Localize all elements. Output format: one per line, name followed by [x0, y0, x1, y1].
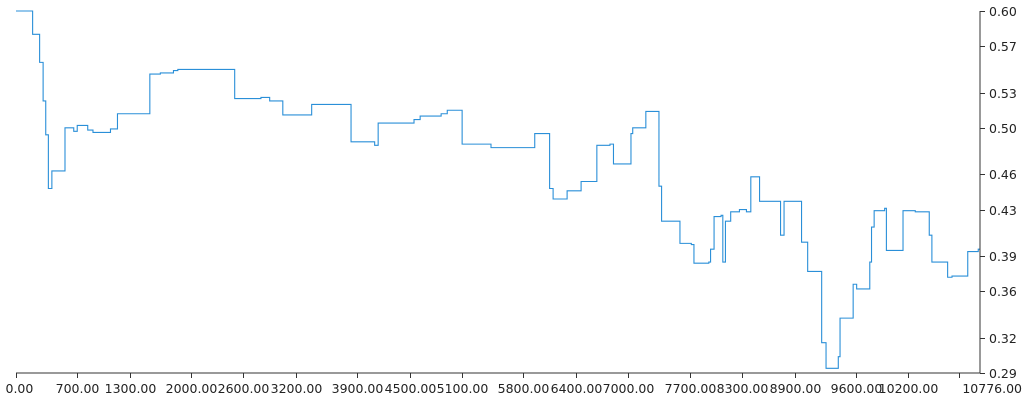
axes: [16, 11, 981, 374]
y-tick-label: 0.29: [989, 366, 1017, 381]
x-tick-label: 7000.00: [603, 381, 655, 396]
y-axis-ticks: 0.29 0.32 0.36 0.39 0.43 0.46 0.50 0.53 0.57 0.60: [980, 4, 1017, 381]
x-tick-label: 0.00: [6, 381, 34, 396]
x-tick-label: 8900.00: [770, 381, 822, 396]
plot-area: [16, 10, 980, 369]
x-tick-label: 8300.00: [717, 381, 769, 396]
y-tick-label: 0.32: [989, 331, 1017, 346]
x-tick-label: 3900.00: [332, 381, 384, 396]
y-tick-label: 0.46: [989, 167, 1017, 182]
x-tick-label: 2000.00: [166, 381, 218, 396]
y-tick-label: 0.39: [989, 249, 1017, 264]
x-tick-label: 4500.00: [385, 381, 437, 396]
y-tick-label: 0.53: [989, 86, 1017, 101]
series-line: [16, 10, 980, 369]
x-tick-label: 10200.00: [879, 381, 939, 396]
y-tick-label: 0.36: [989, 284, 1017, 299]
x-tick-label: 7700.00: [665, 381, 717, 396]
y-tick-label: 0.43: [989, 203, 1017, 218]
y-tick-label: 0.57: [989, 39, 1017, 54]
x-tick-label: 6400.00: [551, 381, 603, 396]
x-tick-label: 700.00: [56, 381, 100, 396]
x-tick-label: 10776.00: [962, 381, 1022, 396]
x-tick-label: 1300.00: [105, 381, 157, 396]
y-tick-label: 0.60: [989, 4, 1017, 19]
x-tick-label: 2600.00: [218, 381, 270, 396]
x-tick-label: 5800.00: [498, 381, 550, 396]
x-tick-label: 3200.00: [271, 381, 323, 396]
x-tick-label: 5100.00: [437, 381, 489, 396]
x-axis-ticks: 0.00 700.00 1300.00 2000.00 2600.00 3200.00 39…: [6, 373, 1022, 396]
y-tick-label: 0.50: [989, 121, 1017, 136]
x-tick-label: 9600.00: [831, 381, 883, 396]
